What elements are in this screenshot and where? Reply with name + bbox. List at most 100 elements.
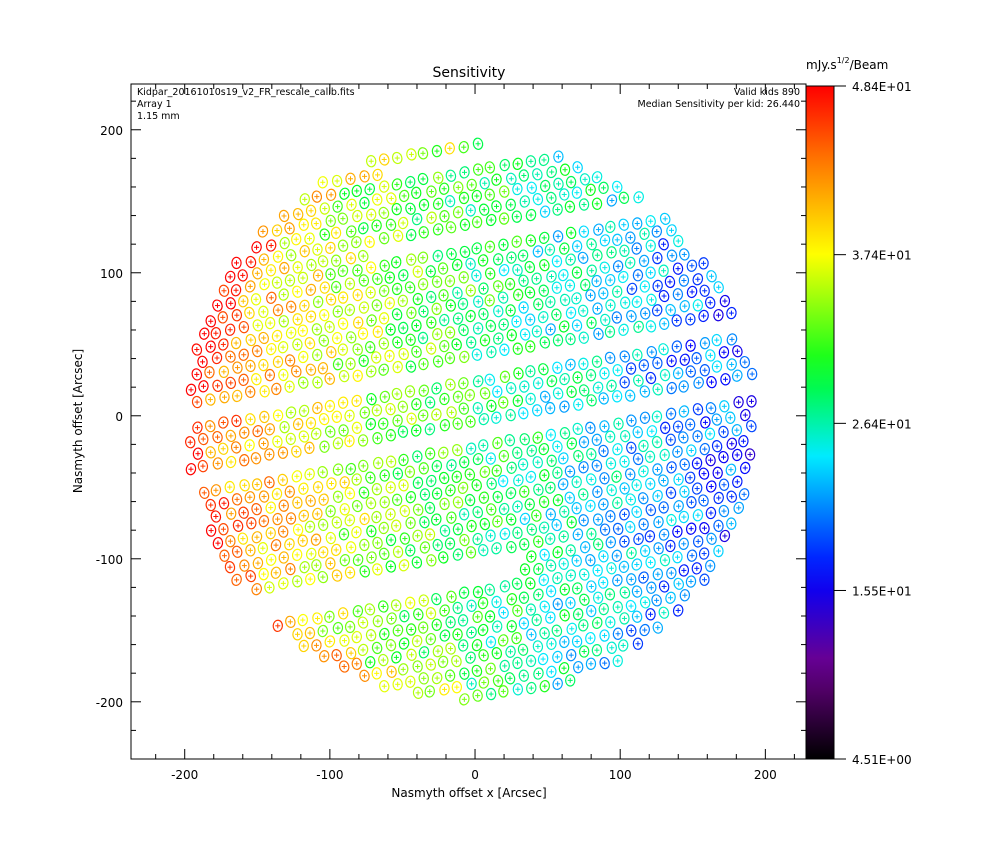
kid-marker <box>491 595 502 609</box>
kid-marker <box>592 302 603 315</box>
kid-marker <box>431 275 443 288</box>
kid-marker <box>679 589 691 602</box>
kid-marker <box>711 440 723 453</box>
kid-marker <box>485 662 496 675</box>
kid-marker <box>285 432 297 446</box>
kid-marker <box>439 339 450 353</box>
kid-marker <box>424 528 436 541</box>
kid-marker <box>299 561 310 574</box>
kid-marker <box>699 522 710 535</box>
kid-marker <box>412 503 424 516</box>
kid-marker <box>352 343 363 356</box>
kid-marker <box>718 346 730 359</box>
kid-marker <box>686 285 698 299</box>
kid-marker <box>472 452 484 466</box>
kid-marker <box>486 399 497 413</box>
kid-marker <box>446 511 457 524</box>
kid-marker <box>611 390 623 403</box>
kid-marker <box>204 420 216 433</box>
kid-marker <box>406 306 417 320</box>
kid-marker <box>479 334 491 347</box>
kid-marker <box>464 389 476 402</box>
kid-marker <box>225 350 236 363</box>
kid-marker <box>606 484 617 497</box>
kid-marker <box>218 522 229 536</box>
kid-marker <box>700 416 711 429</box>
kid-marker <box>392 545 404 559</box>
kid-marker <box>459 350 470 364</box>
kid-marker <box>185 383 197 396</box>
kid-marker <box>498 396 509 409</box>
kid-marker <box>418 646 430 659</box>
kid-marker <box>611 470 622 483</box>
kid-marker <box>318 493 329 506</box>
kid-marker <box>746 420 757 433</box>
kid-marker <box>559 400 570 413</box>
kid-marker <box>565 569 577 582</box>
kid-marker <box>251 344 263 358</box>
kid-marker <box>264 316 276 330</box>
kid-marker <box>613 417 624 430</box>
kid-marker <box>192 447 204 460</box>
kid-marker <box>439 418 451 432</box>
kid-marker <box>366 551 377 564</box>
kid-marker <box>413 608 424 621</box>
kid-marker <box>278 315 290 328</box>
kid-marker <box>532 456 543 469</box>
kid-marker <box>731 448 743 462</box>
kid-marker <box>539 679 551 693</box>
colorbar-ticks: 4.84E+01 3.74E+01 2.64E+01 1.55E+01 4.51E+00 <box>834 80 912 767</box>
kid-marker <box>578 357 589 371</box>
kid-marker <box>297 350 309 364</box>
kid-marker <box>719 529 731 543</box>
x-tick-label: -200 <box>171 768 198 782</box>
kid-marker <box>331 569 343 582</box>
kid-marker <box>304 520 316 533</box>
kid-marker <box>733 501 745 514</box>
kid-marker <box>585 554 596 567</box>
kid-marker <box>713 519 724 533</box>
kid-marker <box>465 284 476 297</box>
kid-marker <box>645 608 656 621</box>
kid-marker <box>612 443 623 456</box>
kid-marker <box>599 472 610 485</box>
kid-marker <box>426 316 437 329</box>
kid-marker <box>599 261 611 274</box>
kid-marker <box>551 624 563 637</box>
kid-marker <box>418 357 429 371</box>
kid-marker <box>746 395 757 408</box>
kid-marker <box>525 603 537 616</box>
kid-marker <box>266 291 277 304</box>
kid-marker <box>504 434 516 447</box>
kid-marker <box>366 525 377 538</box>
kid-marker <box>353 316 364 329</box>
kid-marker <box>511 632 522 645</box>
kid-points <box>185 137 758 706</box>
kid-marker <box>244 491 256 504</box>
kid-marker <box>372 563 383 576</box>
colorbar-title: mJy.s1/2/Beam <box>806 56 888 72</box>
kid-marker <box>599 523 611 536</box>
kid-marker <box>478 676 490 689</box>
colorbar-title-tail: /Beam <box>850 58 889 72</box>
kid-marker <box>418 384 430 397</box>
kid-marker <box>726 437 738 450</box>
kid-marker <box>552 597 563 611</box>
kid-marker <box>652 568 664 581</box>
kid-marker <box>332 621 344 635</box>
kid-marker <box>218 338 229 351</box>
kid-marker <box>304 626 316 640</box>
kid-marker <box>218 365 230 379</box>
kid-marker <box>612 600 623 614</box>
kid-marker <box>705 506 717 520</box>
kid-marker <box>391 387 403 401</box>
kid-marker <box>392 467 404 480</box>
kid-marker <box>725 463 737 476</box>
kid-marker <box>598 498 609 511</box>
kid-marker <box>317 570 329 584</box>
y-axis-label: Nasmyth offset [Arcsec] <box>71 349 85 493</box>
kid-marker <box>225 455 237 469</box>
kid-marker <box>431 408 442 421</box>
kid-marker <box>292 285 303 298</box>
kid-marker <box>365 471 376 484</box>
